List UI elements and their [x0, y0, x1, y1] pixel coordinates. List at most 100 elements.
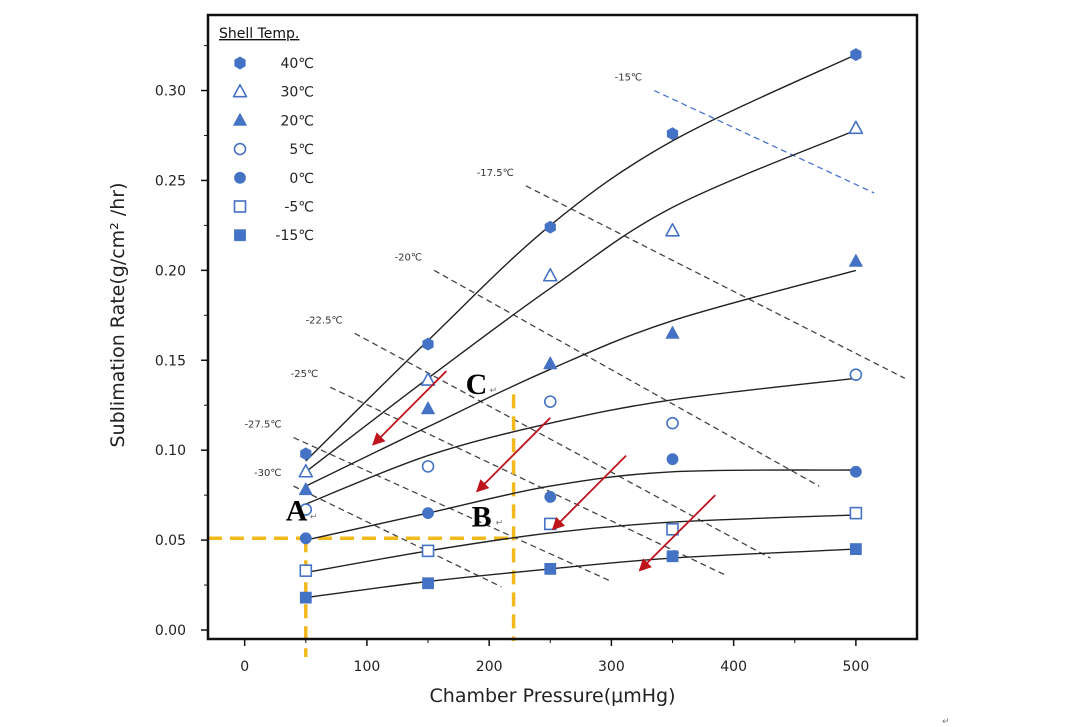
data-point	[666, 416, 679, 430]
red-arrow	[372, 370, 448, 446]
isotherm-label: -25℃	[291, 369, 319, 380]
isotherm-line	[293, 437, 612, 583]
fit-curve	[305, 548, 856, 599]
data-point	[299, 532, 312, 545]
data-point	[299, 564, 313, 577]
isotherm-label: -17.5℃	[477, 168, 514, 179]
data-point	[665, 325, 680, 339]
data-point	[544, 220, 556, 234]
fit-curve	[305, 129, 857, 473]
data-point	[421, 544, 435, 558]
data-point	[850, 48, 862, 62]
data-point	[422, 577, 434, 590]
legend-label: 40℃	[280, 56, 314, 72]
isotherm-label: -15℃	[615, 73, 643, 84]
data-point	[849, 543, 862, 555]
isotherm-line	[354, 332, 771, 559]
red-arrow	[551, 454, 627, 531]
data-points	[298, 48, 864, 604]
data-point	[298, 463, 314, 478]
data-point	[299, 591, 312, 604]
data-point	[422, 337, 434, 351]
return-mark: ↵	[942, 717, 950, 727]
y-tick-label: 0.20	[155, 263, 186, 279]
data-point	[544, 562, 557, 575]
legend-label: 20℃	[280, 113, 314, 129]
x-tick-label: 500	[843, 659, 870, 675]
legend-label: -5℃	[284, 200, 314, 216]
isotherm-label: -27.5℃	[244, 420, 281, 431]
data-point	[543, 356, 558, 370]
red-arrow	[638, 494, 716, 572]
legend-marker	[234, 171, 246, 184]
x-axis-title: Chamber Pressure(μmHg)	[430, 685, 676, 707]
data-point	[420, 372, 436, 386]
fit-curve	[305, 53, 857, 462]
legend: Shell Temp. 40℃ 30℃ 20℃ 5℃ 0℃ -5℃ -15℃	[219, 26, 314, 244]
legend-label: 0℃	[289, 171, 314, 187]
x-tick-label: 400	[720, 659, 747, 675]
isotherm-line	[433, 269, 820, 487]
legend-label: -15℃	[275, 228, 314, 244]
x-tick-label: 200	[476, 659, 503, 675]
y-tick-label: 0.15	[155, 353, 186, 369]
arrows	[372, 370, 716, 572]
legend-marker	[234, 56, 246, 70]
data-point	[422, 507, 434, 520]
isotherm-line	[525, 185, 906, 379]
legend-marker	[233, 113, 247, 126]
return-mark: ↵	[310, 512, 318, 522]
y-tick-label: 0.10	[155, 443, 186, 459]
data-point	[421, 460, 435, 473]
y-tick-label: 0.25	[155, 173, 186, 189]
fit-curves	[305, 53, 857, 599]
axes: 0 100 200 300 400 500 0.00 0.05 0.10 0.15 0.20 0.25…	[155, 45, 870, 675]
legend-marker	[232, 83, 248, 98]
x-tick-label: 300	[598, 659, 625, 675]
isotherm-label: -30℃	[254, 468, 282, 479]
legend-title: Shell Temp.	[219, 26, 299, 42]
data-point	[849, 368, 863, 381]
fit-curve	[305, 377, 856, 505]
x-tick-label: 0	[240, 659, 249, 675]
isotherm-line	[293, 485, 502, 588]
data-point	[849, 506, 863, 520]
data-point	[543, 395, 557, 408]
return-mark: ↵	[496, 518, 504, 528]
y-tick-label: 0.30	[155, 84, 186, 100]
legend-marker	[233, 200, 247, 213]
data-point	[544, 491, 557, 503]
fit-curve	[305, 514, 856, 574]
data-point	[299, 503, 313, 516]
data-point	[298, 482, 313, 496]
plot-frame	[206, 13, 919, 641]
data-point	[300, 447, 312, 461]
data-point	[665, 222, 680, 237]
data-point	[421, 401, 435, 415]
y-tick-label: 0.05	[155, 533, 186, 549]
legend-label: 30℃	[280, 85, 314, 101]
isotherm-label: -20℃	[395, 252, 423, 263]
isotherm-line	[329, 386, 728, 577]
y-tick-label: 0.00	[155, 623, 186, 639]
data-point	[848, 253, 863, 267]
return-mark: ↵	[490, 386, 498, 396]
point-label-a: A	[286, 494, 308, 527]
red-arrow	[476, 417, 551, 493]
point-annotations: A ↵ B ↵C ↵↵	[286, 368, 950, 727]
isotherm-label: -22.5℃	[306, 315, 343, 326]
data-point	[849, 465, 862, 478]
data-point	[666, 523, 679, 536]
isotherm-line	[653, 89, 875, 194]
fit-curve	[305, 269, 857, 487]
data-point	[848, 120, 864, 135]
x-tick-label: 100	[354, 659, 381, 675]
guide-lines	[208, 394, 516, 657]
fit-curve	[305, 469, 856, 541]
legend-marker	[234, 229, 246, 242]
data-point	[666, 453, 679, 466]
legend-label: 5℃	[289, 142, 314, 158]
legend-marker	[233, 142, 247, 156]
data-point	[666, 550, 679, 563]
